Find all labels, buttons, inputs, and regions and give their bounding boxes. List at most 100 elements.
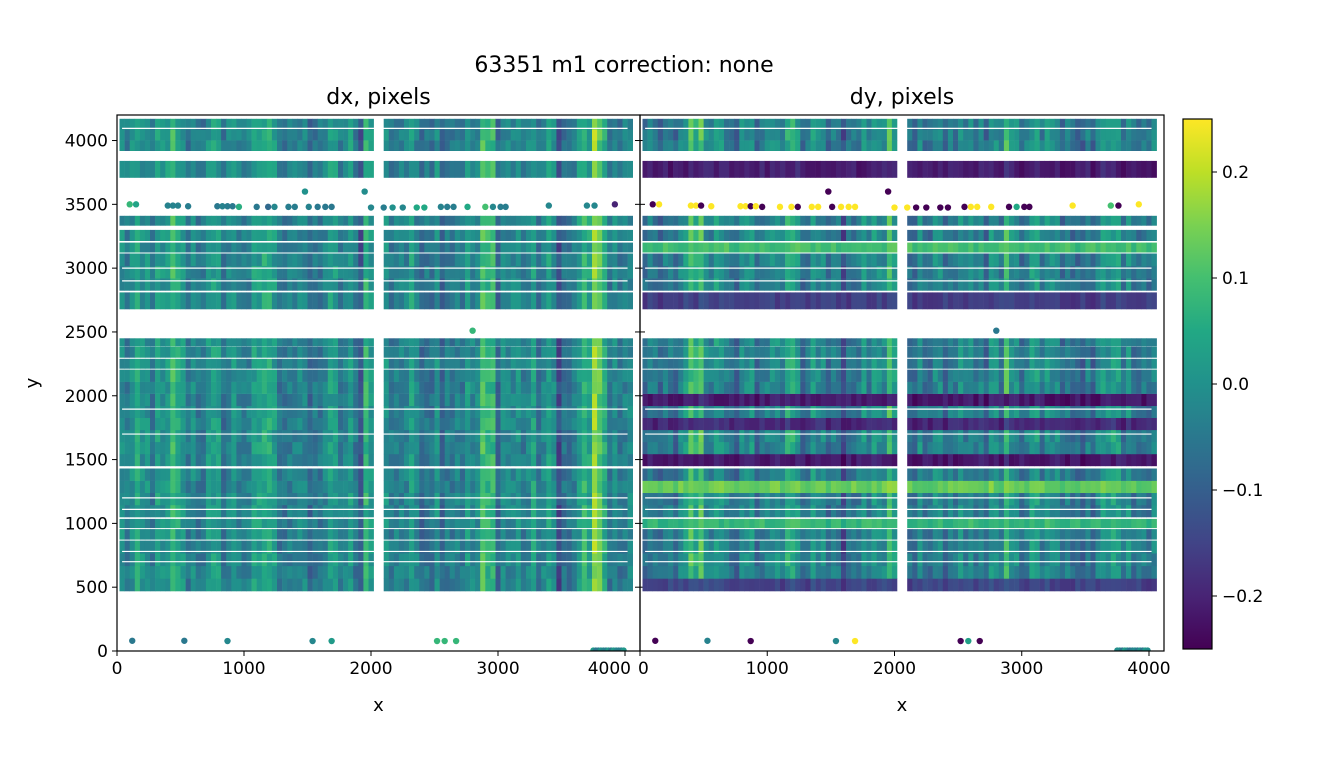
band-cell (205, 480, 212, 493)
band-cell (302, 369, 308, 382)
band-cell (266, 453, 273, 467)
data-point (450, 203, 457, 211)
band-cell (429, 553, 435, 567)
band-cell (866, 129, 872, 141)
band-cell (1085, 453, 1091, 467)
band-cell (541, 160, 547, 178)
band-cell (678, 265, 684, 279)
band-cell (592, 253, 598, 267)
band-cell (485, 160, 491, 178)
band-cell (241, 369, 247, 382)
band-cell (185, 140, 191, 151)
band-cell (800, 160, 806, 178)
band-cell (983, 292, 989, 310)
band-cell (561, 253, 567, 267)
band-cell (1085, 278, 1091, 291)
band-cell (282, 492, 288, 506)
band-cell (266, 338, 273, 347)
band-cell (216, 129, 222, 141)
band-cell (465, 129, 471, 141)
band-cell (444, 529, 451, 540)
band-cell (1095, 265, 1101, 279)
band-cell (780, 265, 786, 279)
band-cell (678, 242, 684, 253)
band-cell (780, 453, 786, 467)
band-cell (1024, 453, 1030, 467)
band-cell (617, 346, 623, 358)
band-cell (292, 369, 298, 382)
band-cell (1014, 453, 1020, 467)
band-cell (998, 346, 1005, 358)
band-cell (226, 504, 232, 518)
band-cell (307, 492, 313, 506)
band-cell (419, 565, 425, 579)
band-cell (124, 129, 130, 141)
band-cell (836, 265, 842, 279)
band-cell (155, 140, 161, 151)
band-cell (602, 265, 608, 279)
band-cell (205, 265, 212, 279)
band-cell (749, 265, 755, 279)
band-cell (480, 480, 486, 493)
band-cell (744, 242, 750, 253)
band-cell (165, 429, 171, 443)
band-cell (165, 278, 171, 291)
band-cell (348, 215, 354, 226)
band-cell (993, 215, 1000, 226)
band-cell (160, 118, 166, 130)
band-cell (216, 504, 222, 518)
band-cell (713, 358, 720, 369)
band-cell (917, 346, 923, 358)
band-cell (246, 369, 252, 382)
band-cell (515, 417, 522, 431)
band-cell (409, 140, 415, 151)
band-cell (1059, 160, 1066, 178)
band-cell (531, 118, 537, 130)
band-cell (398, 492, 405, 506)
band-cell (307, 242, 313, 253)
band-cell (170, 253, 176, 267)
band-cell (510, 278, 517, 291)
band-cell (388, 565, 395, 579)
band-cell (769, 242, 776, 253)
band-cell (134, 229, 141, 241)
band-cell (1044, 292, 1050, 310)
band-cell (119, 338, 125, 347)
band-cell (414, 441, 420, 455)
band-cell (515, 129, 522, 141)
band-cell (566, 215, 572, 226)
band-cell (119, 118, 125, 130)
band-cell (1009, 292, 1015, 310)
band-cell (953, 160, 959, 178)
band-cell (780, 292, 786, 310)
band-cell (978, 160, 984, 178)
band-cell (546, 358, 552, 369)
band-cell (1014, 253, 1020, 267)
band-cell (968, 160, 974, 178)
band-cell (612, 292, 618, 310)
band-cell (1100, 441, 1106, 455)
band-cell (841, 253, 847, 267)
band-cell (937, 118, 944, 130)
band-cell (155, 118, 161, 130)
band-cell (744, 253, 750, 267)
band-cell (175, 429, 181, 443)
band-cell (338, 140, 344, 151)
band-cell (861, 265, 867, 279)
data-point (129, 637, 136, 644)
band-cell (475, 417, 481, 431)
band-cell (841, 358, 847, 369)
band-cell (475, 346, 481, 358)
band-cell (221, 453, 227, 467)
band-cell (302, 565, 308, 579)
band-cell (256, 129, 263, 141)
band-cell (622, 480, 628, 493)
band-cell (307, 578, 313, 592)
band-cell (556, 229, 562, 241)
band-cell (688, 229, 694, 241)
band-cell (459, 242, 466, 253)
band-cell (470, 480, 476, 493)
band-cell (465, 504, 471, 518)
band-cell (170, 381, 176, 394)
band-cell (800, 265, 806, 279)
